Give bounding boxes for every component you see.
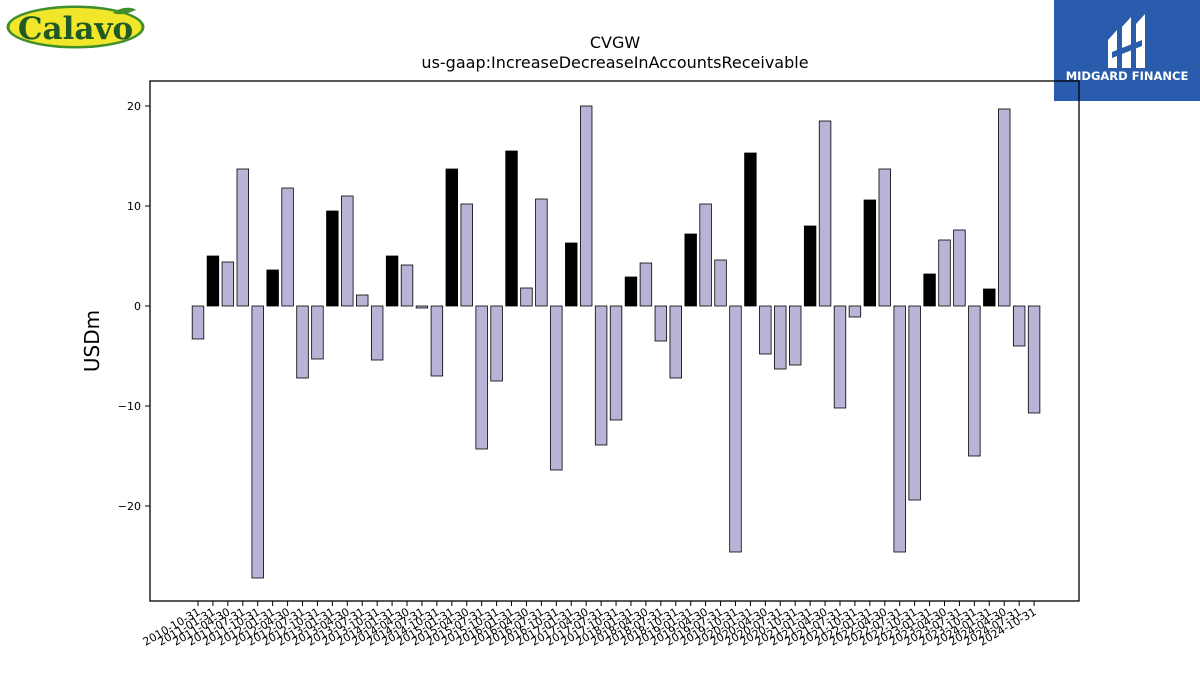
- bar-2017-07-31: [594, 305, 608, 446]
- bar-2013-01-31: [326, 210, 339, 307]
- calavo-logo-text: Calavo: [18, 11, 133, 47]
- bar-2018-04-30: [639, 262, 653, 307]
- bar-2013-04-30: [341, 195, 354, 307]
- bar-2023-07-31: [953, 229, 966, 307]
- chart-title: CVGW: [590, 33, 641, 52]
- y-tick-label: 0: [134, 300, 141, 313]
- bar-2018-07-31: [654, 305, 668, 342]
- bar-2011-04-30: [221, 261, 235, 307]
- bar-2014-10-31: [430, 305, 444, 377]
- bar-2019-10-31: [729, 305, 742, 553]
- bar-2018-10-31: [669, 305, 682, 379]
- bar-2024-04-30: [998, 108, 1011, 307]
- y-tick-label: −20: [118, 500, 141, 513]
- bar-2017-10-31: [609, 305, 623, 421]
- bar-2012-01-31: [266, 269, 279, 307]
- bar-2016-07-31: [535, 198, 548, 307]
- midgard-finance-logo-icon: MIDGARD FINANCE: [1054, 0, 1200, 101]
- bar-2020-01-31: [744, 152, 757, 307]
- bar-2012-04-30: [281, 187, 294, 307]
- x-axis-ticks: 2010-10-312011-01-312011-04-302011-07-31…: [141, 601, 1039, 649]
- bar-2019-01-31: [684, 233, 697, 307]
- bar-2020-04-30: [759, 305, 772, 355]
- bar-2021-04-30: [818, 120, 832, 307]
- bar-2024-01-31: [983, 288, 996, 307]
- bar-2021-07-31: [833, 305, 847, 409]
- bar-2016-04-30: [520, 287, 533, 307]
- bar-2024-07-31: [1012, 305, 1026, 347]
- bar-2015-10-31: [490, 305, 503, 382]
- bar-2020-07-31: [774, 305, 787, 370]
- bars-group: [191, 105, 1041, 579]
- bar-2023-01-31: [923, 273, 936, 307]
- y-tick-label: 10: [127, 200, 141, 213]
- bar-2021-01-31: [803, 225, 817, 307]
- bar-2013-07-31: [356, 294, 369, 307]
- bar-2015-01-31: [445, 168, 459, 307]
- bar-2018-01-31: [624, 276, 638, 307]
- bar-2021-10-31: [848, 305, 862, 318]
- bar-2010-10-31: [191, 305, 205, 340]
- bar-2011-07-31: [236, 168, 249, 307]
- bar-2022-07-31: [893, 305, 906, 553]
- bar-2016-10-31: [550, 305, 563, 471]
- bar-2014-04-30: [400, 264, 414, 307]
- bar-2011-01-31: [206, 255, 220, 307]
- bar-2019-04-30: [699, 203, 712, 307]
- bar-2013-10-31: [370, 305, 384, 361]
- bar-2011-10-31: [251, 305, 264, 579]
- bar-2014-07-31: [415, 305, 429, 309]
- y-axis-ticks: −20 −10 0 10 20: [118, 100, 150, 513]
- bar-2023-10-31: [968, 305, 981, 457]
- bar-2022-10-31: [908, 305, 921, 501]
- y-axis-label: USDm: [80, 310, 104, 372]
- bar-2015-07-31: [475, 305, 488, 450]
- bar-2019-07-31: [714, 259, 727, 307]
- bar-2015-04-30: [460, 203, 473, 307]
- bar-2017-04-30: [579, 105, 593, 307]
- bar-2017-01-31: [565, 242, 578, 307]
- plot-frame: [149, 80, 1080, 602]
- chart-subtitle: us-gaap:IncreaseDecreaseInAccountsReceiv…: [421, 53, 808, 72]
- bar-2024-10-31: [1027, 305, 1041, 414]
- bar-2022-04-30: [878, 168, 891, 307]
- midgard-finance-logo-text: MIDGARD FINANCE: [1066, 69, 1189, 83]
- calavo-logo-icon: Calavo: [6, 5, 145, 49]
- bar-2012-10-31: [311, 305, 324, 360]
- bar-2020-10-31: [789, 305, 802, 366]
- bar-2014-01-31: [385, 255, 399, 307]
- y-tick-label: −10: [118, 400, 141, 413]
- bar-2012-07-31: [296, 305, 309, 379]
- bar-2016-01-31: [505, 150, 518, 307]
- bar-2023-04-30: [938, 239, 951, 307]
- bar-2022-01-31: [863, 199, 877, 307]
- y-tick-label: 20: [127, 100, 141, 113]
